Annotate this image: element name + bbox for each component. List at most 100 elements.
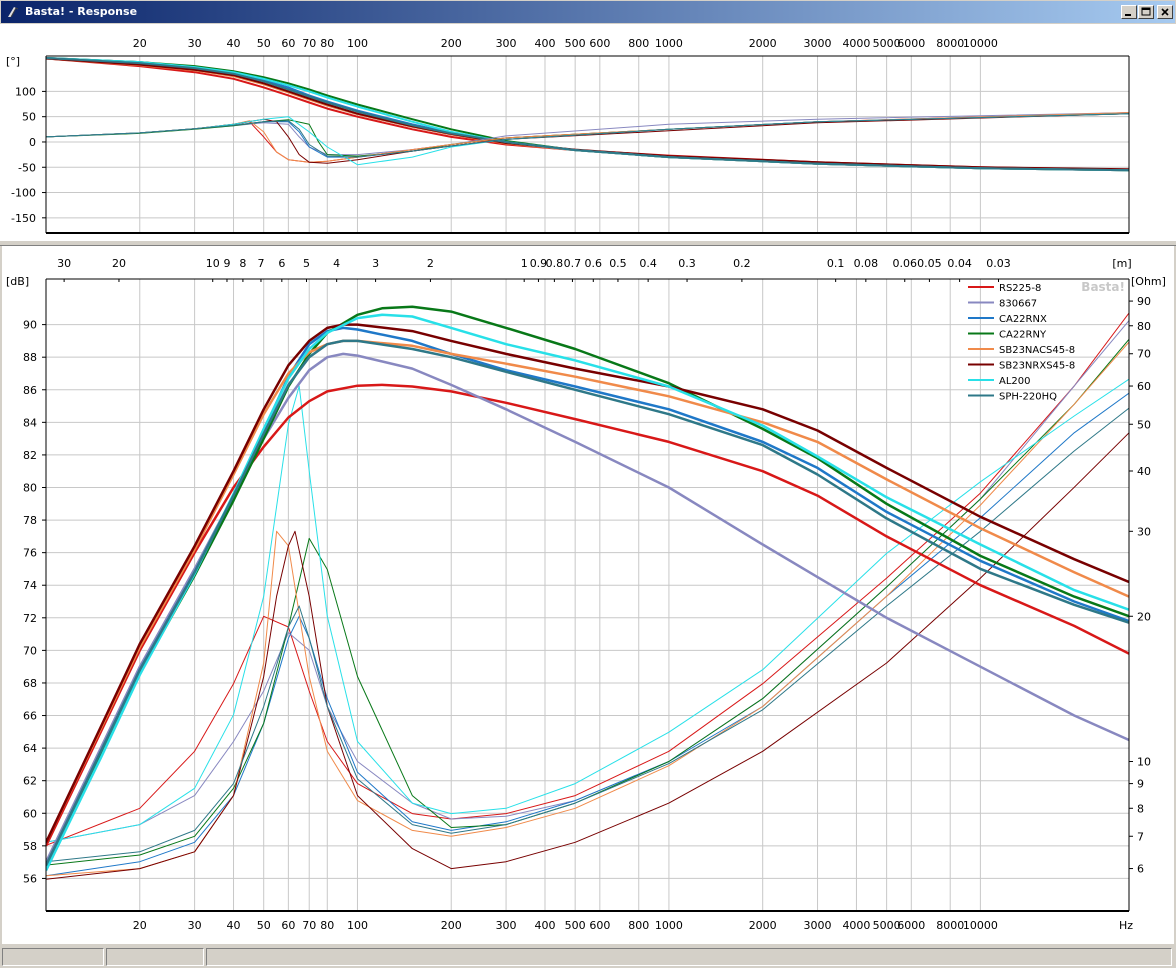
resp-x-tick-label: 500	[565, 919, 586, 932]
phase-x-tick-label: 50	[257, 37, 271, 50]
minimize-icon	[1125, 14, 1131, 16]
resp-y2-tick-label: 40	[1137, 465, 1151, 478]
legend-label-SPH-220HQ: SPH-220HQ	[999, 392, 1057, 403]
resp-x-tick-label: 800	[628, 919, 649, 932]
resp-y2-tick-label: 50	[1137, 418, 1151, 431]
resp-top-tick-label: 0.9	[530, 257, 548, 270]
phase-x-tick-label: 800	[628, 37, 649, 50]
resp-x-tick-label: 6000	[897, 919, 925, 932]
close-button[interactable]	[1157, 5, 1173, 19]
phase-x-tick-label: 300	[496, 37, 517, 50]
resp-top-axis-label: [m]	[1112, 257, 1131, 270]
legend-label-SB23NACS45-8: SB23NACS45-8	[999, 345, 1075, 356]
resp-top-tick-label: 2	[427, 257, 434, 270]
resp-x-axis-label: Hz	[1119, 919, 1133, 932]
resp-x-tick-label: 50	[257, 919, 271, 932]
resp-y2-tick-label: 7	[1137, 830, 1144, 843]
resp-top-tick-label: 0.4	[639, 257, 657, 270]
resp-top-tick-label: 4	[333, 257, 340, 270]
resp-y-tick-label: 88	[23, 351, 37, 364]
phase-x-tick-label: 70	[302, 37, 316, 50]
legend-label-CA22RNY: CA22RNY	[999, 330, 1047, 341]
resp-top-tick-label: 0.3	[678, 257, 696, 270]
resp-x-tick-label: 2000	[749, 919, 777, 932]
resp-y-tick-label: 62	[23, 775, 37, 788]
resp-y-axis-label: [dB]	[6, 275, 29, 288]
phase-x-tick-label: 10000	[963, 37, 998, 50]
phase-x-tick-label: 1000	[655, 37, 683, 50]
resp-top-tick-label: 0.06	[893, 257, 918, 270]
resp-y-tick-label: 60	[23, 807, 37, 820]
pane-splitter[interactable]	[0, 240, 1176, 246]
impedance-curve-RS225-8	[46, 312, 1129, 846]
resp-x-tick-label: 200	[441, 919, 462, 932]
phase-x-tick-label: 2000	[749, 37, 777, 50]
resp-y2-axis-label: [Ohm]	[1131, 275, 1166, 288]
phase-x-tick-label: 4000	[842, 37, 870, 50]
impedance-curve-SPH-220HQ	[46, 407, 1129, 863]
resp-x-tick-label: 40	[227, 919, 241, 932]
resp-x-tick-label: 300	[496, 919, 517, 932]
status-pane-3	[206, 948, 1172, 966]
resp-top-tick-label: 5	[303, 257, 310, 270]
window-title: Basta! - Response	[25, 5, 138, 18]
maximize-button[interactable]	[1138, 5, 1154, 19]
resp-y2-tick-label: 6	[1137, 863, 1144, 876]
phase-x-tick-label: 400	[534, 37, 555, 50]
resp-top-tick-label: 20	[112, 257, 126, 270]
resp-y-tick-label: 84	[23, 416, 37, 429]
resp-y2-tick-label: 70	[1137, 348, 1151, 361]
resp-top-tick-label: 6	[278, 257, 285, 270]
phase-x-tick-label: 600	[589, 37, 610, 50]
resp-x-tick-label: 100	[347, 919, 368, 932]
resp-y-tick-label: 66	[23, 710, 37, 723]
resp-top-tick-label: 3	[372, 257, 379, 270]
impedance-curve-SB23NRXS45-8	[46, 432, 1129, 880]
resp-top-tick-label: 0.1	[827, 257, 845, 270]
resp-y-tick-label: 76	[23, 547, 37, 560]
spl-curve-SB23NRXS45-8	[46, 323, 1129, 844]
phase-x-tick-label: 500	[565, 37, 586, 50]
resp-top-tick-label: 0.6	[585, 257, 603, 270]
resp-x-tick-label: 20	[133, 919, 147, 932]
resp-x-tick-label: 10000	[963, 919, 998, 932]
phase-series-impedance-SPH-220HQ	[46, 113, 1129, 158]
resp-y2-tick-label: 80	[1137, 320, 1151, 333]
status-pane-2	[106, 948, 204, 966]
resp-x-tick-label: 400	[534, 919, 555, 932]
legend-label-CA22RNX: CA22RNX	[999, 314, 1047, 325]
resp-y-tick-label: 64	[23, 742, 37, 755]
impedance-curve-AL200	[46, 378, 1129, 843]
resp-y-tick-label: 86	[23, 384, 37, 397]
resp-y-tick-label: 82	[23, 449, 37, 462]
status-pane-1	[2, 948, 104, 966]
title-bar: Basta! - Response	[0, 0, 1176, 24]
phase-x-tick-label: 40	[227, 37, 241, 50]
spl-curve-SPH-220HQ	[46, 339, 1129, 866]
phase-x-tick-label: 60	[281, 37, 295, 50]
resp-x-tick-label: 80	[320, 919, 334, 932]
phase-series-acoustic-SPH-220HQ	[46, 57, 1129, 172]
resp-x-tick-label: 60	[281, 919, 295, 932]
phase-x-tick-label: 200	[441, 37, 462, 50]
impedance-curve-CA22RNY	[46, 338, 1129, 866]
resp-y2-tick-label: 10	[1137, 756, 1151, 769]
resp-top-tick-label: 0.8	[546, 257, 564, 270]
resp-x-tick-label: 70	[302, 919, 316, 932]
resp-y2-tick-label: 30	[1137, 525, 1151, 538]
resp-top-tick-label: 8	[239, 257, 246, 270]
phase-x-tick-label: 6000	[897, 37, 925, 50]
resp-top-tick-label: 30	[57, 257, 71, 270]
legend-label-RS225-8: RS225-8	[999, 283, 1041, 294]
spl-curve-SB23NACS45-8	[46, 339, 1129, 844]
resp-y2-tick-label: 20	[1137, 610, 1151, 623]
status-bar	[0, 944, 1176, 968]
phase-x-tick-label: 8000	[936, 37, 964, 50]
resp-top-tick-label: 0.7	[564, 257, 582, 270]
minimize-button[interactable]	[1121, 5, 1137, 19]
resp-top-tick-label: 0.04	[947, 257, 972, 270]
phase-series-acoustic-SB23NRXS45-8	[46, 57, 1129, 171]
phase-x-tick-label: 5000	[873, 37, 901, 50]
